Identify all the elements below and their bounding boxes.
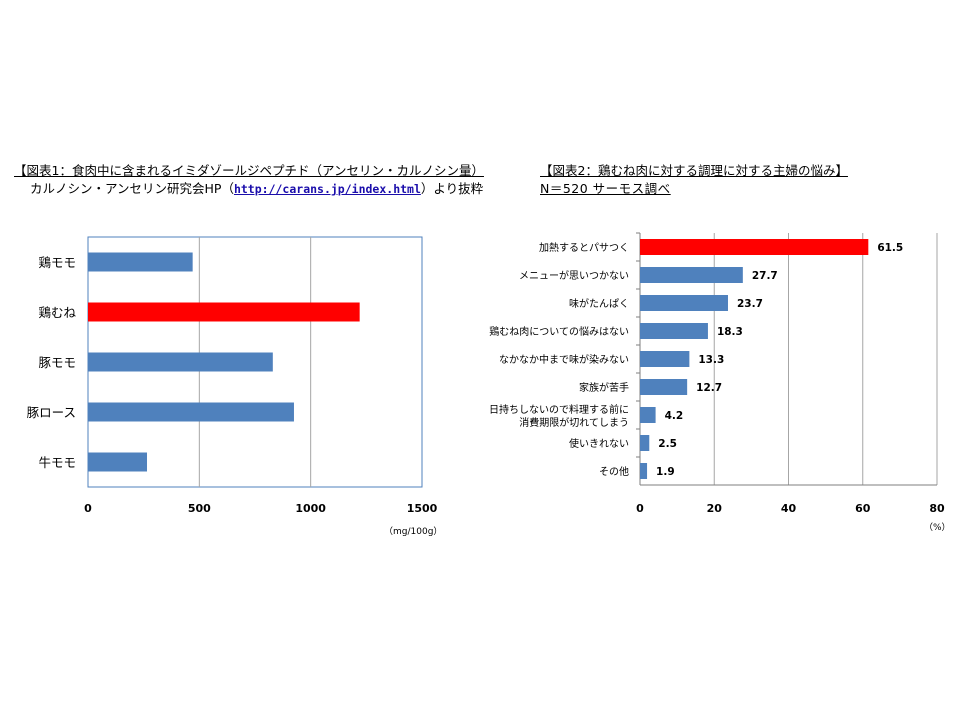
chart2-category-label: 使いきれない: [569, 437, 629, 450]
chart2-data-label: 61.5: [877, 242, 903, 254]
chart2-x-tick-label: 20: [707, 502, 723, 515]
chart2-category-label: メニューが思いつかない: [519, 269, 629, 282]
chart2-data-label: 23.7: [737, 298, 763, 310]
chart2-bar: [640, 295, 728, 311]
chart1-category-label: 鶏モモ: [38, 255, 76, 270]
chart1-bar: [88, 302, 360, 322]
chart2-bar: [640, 267, 743, 283]
chart2-data-label: 4.2: [665, 410, 684, 422]
chart2-bar: [640, 407, 656, 423]
chart1-x-tick-label: 1500: [407, 502, 438, 515]
chart1-bar: [88, 252, 193, 272]
chart2-data-label: 18.3: [717, 326, 743, 338]
chart1-source-suffix: ）より抜粋: [420, 181, 484, 196]
chart2-bar: [640, 379, 688, 395]
chart2-category-label: その他: [599, 465, 629, 478]
chart2-x-tick-label: 60: [855, 502, 871, 515]
chart1-unit: （mg/100g）: [384, 527, 443, 537]
chart1-source: カルノシン・アンセリン研究会HP（http://carans.jp/index.…: [30, 181, 483, 197]
chart1-source-prefix: カルノシン・アンセリン研究会HP（: [30, 181, 234, 196]
chart2-data-label: 1.9: [656, 466, 675, 478]
chart1-x-tick-label: 0: [84, 502, 92, 515]
chart2-bar: [640, 463, 648, 479]
chart2-category-label: 日持ちしないので料理する前に: [489, 403, 629, 416]
chart2-x-tick-label: 80: [929, 502, 945, 515]
chart2-category-label: 加熱するとパサつく: [539, 241, 629, 254]
chart2-category-label: 鶏むね肉についての悩みはない: [489, 325, 629, 338]
chart2-data-label: 27.7: [752, 270, 778, 282]
chart1-x-tick-label: 1000: [295, 502, 326, 515]
chart2-unit: （%）: [924, 523, 951, 533]
chart2-category-label: 味がたんぱく: [569, 297, 629, 310]
chart2-bar: [640, 323, 708, 339]
chart1-category-label: 牛モモ: [38, 455, 76, 470]
chart2-x-tick-label: 0: [636, 502, 644, 515]
chart2-x-tick-label: 40: [781, 502, 797, 515]
chart1-bar: [88, 452, 148, 472]
chart2-bar: [640, 351, 690, 367]
chart1-title: 【図表1：食肉中に含まれるイミダゾールジペプチド（アンセリン・カルノシン量）: [14, 163, 484, 178]
chart2-category-label: なかなか中まで味が染みない: [499, 353, 629, 366]
chart2-category-label: 消費期限が切れてしまう: [519, 416, 629, 429]
chart1-bar: [88, 352, 273, 372]
chart2-bar: [640, 435, 650, 451]
chart1-category-label: 豚ロース: [27, 405, 76, 420]
chart2-data-label: 2.5: [658, 438, 677, 450]
chart2-subtitle: N＝520 サーモス調べ: [540, 181, 671, 196]
chart1-source-link[interactable]: http://carans.jp/index.html: [233, 182, 421, 196]
chart1-x-tick-label: 500: [188, 502, 211, 515]
chart2-title: 【図表2：鶏むね肉に対する調理に対する主婦の悩み】: [540, 163, 848, 178]
chart1-bar: [88, 402, 294, 422]
chart1-category-label: 鶏むね: [38, 305, 76, 320]
chart2-category-label: 家族が苦手: [579, 381, 629, 394]
chart2-bar: [640, 239, 869, 255]
chart2-data-label: 13.3: [698, 354, 724, 366]
chart1-category-label: 豚モモ: [38, 355, 76, 370]
chart2-data-label: 12.7: [696, 382, 722, 394]
